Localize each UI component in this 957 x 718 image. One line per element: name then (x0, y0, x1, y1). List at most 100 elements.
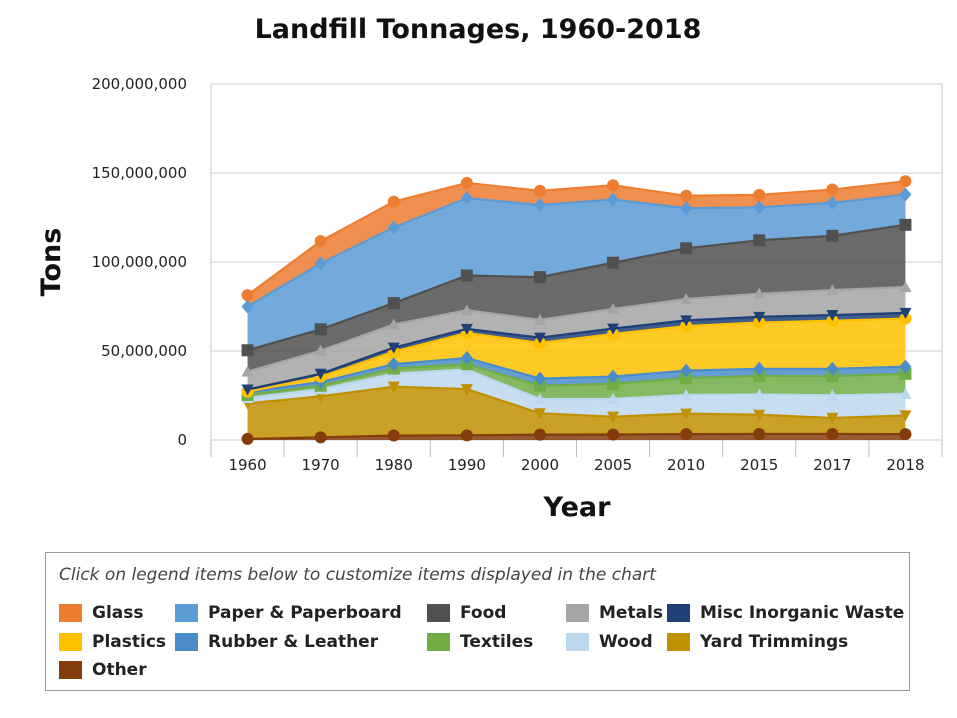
y-tick-label: 50,000,000 (101, 342, 187, 360)
legend-item-paper-and-paperboard[interactable]: Paper & Paperboard (175, 603, 402, 623)
legend-swatch (427, 633, 450, 651)
legend-item-metals[interactable]: Metals (566, 603, 663, 623)
marker-yard-trimmings (826, 412, 839, 424)
marker-food (387, 297, 400, 310)
legend-swatch (59, 604, 82, 622)
line-textiles (247, 363, 906, 397)
x-tick-label: 1980 (375, 456, 413, 474)
marker-wood (899, 387, 912, 399)
marker-food (533, 271, 546, 284)
marker-metals (899, 281, 912, 293)
legend-label: Wood (599, 632, 653, 652)
marker-yard-trimmings (387, 381, 400, 393)
marker-paper-and-paperboard (241, 299, 254, 314)
marker-glass (607, 179, 620, 192)
marker-wood (826, 389, 839, 401)
legend-item-other[interactable]: Other (59, 660, 147, 680)
marker-glass (387, 195, 400, 208)
marker-metals (387, 318, 400, 330)
marker-textiles (753, 369, 766, 382)
marker-other (680, 428, 693, 441)
legend-item-plastics[interactable]: Plastics (59, 632, 166, 652)
marker-paper-and-paperboard (460, 191, 473, 206)
plot-area: 0 50,000,000 100,000,000 150,000,000 200,000… (92, 75, 943, 474)
marker-rubber-and-leather (387, 357, 400, 372)
x-axis-title: Year (543, 492, 612, 523)
marker-metals (826, 284, 839, 296)
x-tick-label: 1970 (302, 456, 340, 474)
area-metals (247, 287, 906, 390)
legend-item-textiles[interactable]: Textiles (427, 632, 533, 652)
marker-metals (607, 302, 620, 314)
legend-swatch (59, 633, 82, 651)
marker-misc-inorganic-waste (826, 310, 839, 322)
marker-food (826, 229, 839, 242)
marker-textiles (826, 370, 839, 383)
legend-swatch (566, 604, 589, 622)
y-tick-label: 0 (177, 431, 187, 449)
marker-food (607, 256, 620, 269)
legend-item-food[interactable]: Food (427, 603, 506, 623)
marker-food (899, 218, 912, 231)
chart-title: Landfill Tonnages, 1960-2018 (255, 14, 702, 45)
marker-misc-inorganic-waste (607, 323, 620, 335)
marker-textiles (899, 367, 912, 380)
marker-misc-inorganic-waste (241, 384, 254, 396)
marker-paper-and-paperboard (753, 200, 766, 215)
marker-yard-trimmings (753, 409, 766, 421)
x-tick-label: 2005 (594, 456, 632, 474)
legend-swatch (175, 633, 198, 651)
marker-other (607, 428, 620, 441)
marker-metals (753, 287, 766, 299)
marker-misc-inorganic-waste (680, 315, 693, 327)
marker-rubber-and-leather (680, 363, 693, 378)
x-tick-label: 2017 (813, 456, 851, 474)
legend-item-rubber-and-leather[interactable]: Rubber & Leather (175, 632, 378, 652)
area-wood (247, 369, 906, 418)
marker-metals (241, 365, 254, 377)
legend-item-glass[interactable]: Glass (59, 603, 144, 623)
legend-item-yard-trimmings[interactable]: Yard Trimmings (667, 632, 848, 652)
marker-yard-trimmings (533, 408, 546, 420)
marker-glass (314, 235, 327, 248)
marker-paper-and-paperboard (314, 256, 327, 271)
marker-glass (533, 184, 546, 197)
legend-item-misc-inorganic-waste[interactable]: Misc Inorganic Waste (667, 603, 904, 623)
marker-other (533, 428, 546, 441)
marker-yard-trimmings (460, 384, 473, 396)
marker-metals (460, 304, 473, 316)
marker-metals (680, 293, 693, 305)
x-tick-label: 1960 (228, 456, 266, 474)
marker-misc-inorganic-waste (899, 307, 912, 319)
marker-other (899, 428, 912, 441)
chart-legend: Click on legend items below to customize… (45, 552, 910, 691)
marker-misc-inorganic-waste (460, 323, 473, 335)
marker-paper-and-paperboard (387, 220, 400, 235)
marker-glass (241, 289, 254, 302)
x-tick-label: 2010 (667, 456, 705, 474)
marker-rubber-and-leather (826, 361, 839, 376)
y-tick-label: 100,000,000 (92, 253, 187, 271)
marker-food (680, 242, 693, 255)
marker-metals (533, 313, 546, 325)
marker-glass (460, 176, 473, 189)
marker-glass (680, 189, 693, 202)
legend-swatch (175, 604, 198, 622)
line-paper-and-paperboard (246, 193, 906, 308)
legend-item-wood[interactable]: Wood (566, 632, 653, 652)
y-axis-title: Tons (36, 228, 67, 297)
marker-rubber-and-leather (460, 350, 473, 365)
marker-other (387, 429, 400, 442)
marker-yard-trimmings (680, 408, 693, 420)
area-yard-trimmings (247, 386, 906, 439)
marker-other (314, 431, 327, 444)
marker-paper-and-paperboard (533, 198, 546, 213)
x-tick-label: 2018 (886, 456, 924, 474)
line-rubber-and-leather (247, 356, 906, 394)
marker-paper-and-paperboard (826, 195, 839, 210)
legend-label: Glass (92, 603, 144, 623)
marker-paper-and-paperboard (899, 187, 912, 202)
marker-yard-trimmings (607, 411, 620, 423)
area-plastics (247, 318, 906, 393)
marker-rubber-and-leather (899, 359, 912, 374)
